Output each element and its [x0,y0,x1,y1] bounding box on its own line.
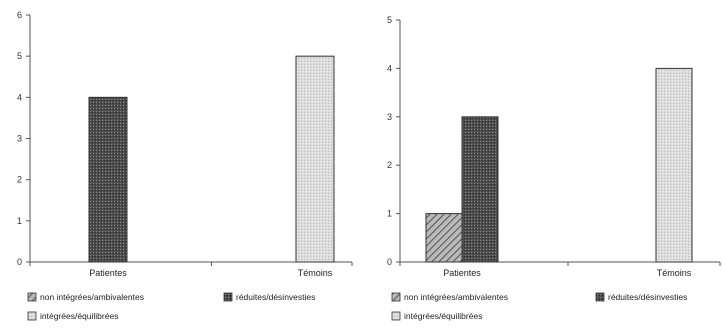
legend-swatch-dots [595,292,605,302]
y-tick-label: 0 [387,257,392,267]
y-tick-label: 1 [387,209,392,219]
y-tick-label: 6 [17,10,22,20]
legend-swatch-light [27,311,37,321]
y-tick-label: 5 [17,51,22,61]
x-category-label: Témoins [298,268,333,278]
bar-dots [88,96,128,263]
y-tick-label: 2 [17,175,22,185]
left-chart-legend: non intégrées/ambivalentes réduites/désin… [27,292,315,321]
y-tick-label: 3 [387,112,392,122]
y-tick-label: 0 [17,257,22,267]
legend-swatch-hatch [27,292,37,302]
bar-light [295,55,335,263]
bar-hatch [425,213,463,263]
y-tick-label: 4 [17,92,22,102]
bar-dots [461,116,499,263]
legend-swatch-dots [223,292,233,302]
legend-label: intégrées/équilibrées [404,311,482,321]
legend-label: réduites/désinvesties [236,292,315,302]
y-tick-label: 2 [387,160,392,170]
legend-label: non intégrées/ambivalentes [40,292,144,302]
legend-label: intégrées/équilibrées [40,311,118,321]
right-bar-chart: 0 1 2 3 4 5 Patientes Témoins [387,15,721,278]
legend-swatch-light [391,311,401,321]
y-tick-label: 4 [387,63,392,73]
legend-label: réduites/désinvesties [608,292,687,302]
y-tick-label: 5 [387,15,392,25]
legend-swatch-hatch [391,292,401,302]
x-category-label: Patientes [89,268,127,278]
left-bar-chart: 0 1 2 3 4 5 6 Patientes Témoins [17,10,353,278]
x-category-label: Témoins [657,268,692,278]
bar-light [655,67,693,263]
y-tick-label: 1 [17,216,22,226]
right-chart-legend: non intégrées/ambivalentes réduites/désin… [391,292,687,321]
legend-label: non intégrées/ambivalentes [404,292,508,302]
y-tick-label: 3 [17,134,22,144]
x-category-label: Patientes [443,268,481,278]
